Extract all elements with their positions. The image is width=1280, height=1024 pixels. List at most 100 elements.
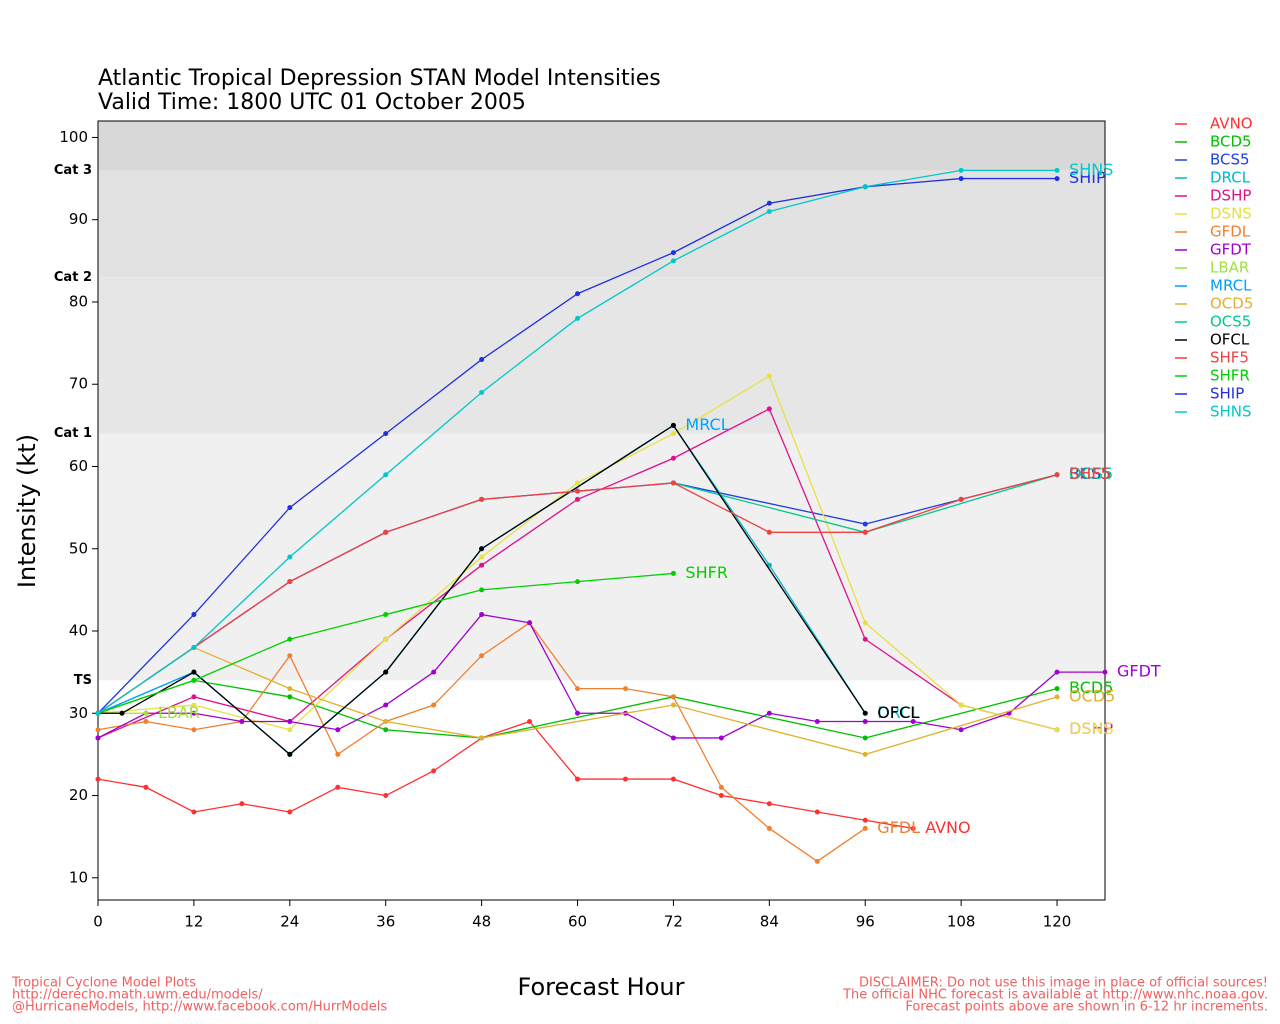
data-point	[431, 768, 437, 774]
data-point	[287, 727, 293, 733]
data-point	[575, 496, 581, 502]
series-end-label: GFDT	[1117, 662, 1161, 681]
legend-label: SHNS	[1210, 403, 1252, 421]
data-point	[670, 480, 676, 486]
data-point	[479, 389, 485, 395]
data-point	[575, 710, 581, 716]
series-end-label: LBAR	[158, 703, 200, 722]
data-point	[1054, 472, 1060, 478]
footer-left: Tropical Cyclone Model Plots	[11, 976, 196, 991]
data-point	[814, 718, 820, 724]
data-point	[479, 357, 485, 363]
category-label: TS	[74, 673, 92, 688]
y-tick-label: 60	[69, 457, 88, 475]
series-line	[97, 646, 1058, 756]
data-point	[670, 431, 676, 437]
category-label: Cat 1	[54, 426, 92, 441]
data-point	[383, 612, 389, 618]
data-point	[383, 529, 389, 535]
footer-left: http://derecho.math.uwm.edu/models/	[12, 988, 263, 1003]
data-point	[287, 751, 293, 757]
legend-label: OCD5	[1210, 295, 1253, 313]
data-point	[862, 825, 868, 831]
data-point	[95, 727, 101, 733]
data-point	[766, 208, 772, 214]
data-point	[527, 620, 533, 626]
legend-label: SHFR	[1210, 367, 1250, 385]
legend-label: OFCL	[1210, 331, 1250, 349]
series-end-label: SHNS	[1069, 160, 1113, 179]
footer-right: The official NHC forecast is available a…	[842, 988, 1268, 1003]
series-end-label: SHF5	[1069, 464, 1111, 483]
footer-left: @HurricaneModels, http://www.facebook.co…	[12, 1000, 387, 1015]
data-point	[191, 644, 197, 650]
y-tick-label: 80	[69, 292, 88, 310]
data-point	[191, 727, 197, 733]
x-tick-label: 120	[1043, 913, 1072, 931]
x-tick-label: 84	[760, 913, 779, 931]
data-point	[958, 176, 964, 182]
series-end-label: OCS5	[1069, 464, 1113, 483]
data-point	[479, 496, 485, 502]
data-point	[287, 718, 293, 724]
data-point	[383, 793, 389, 799]
series-end-label: SHFR	[685, 563, 728, 582]
data-point	[1054, 727, 1060, 733]
x-tick-label: 60	[568, 913, 587, 931]
data-point	[814, 809, 820, 815]
series-end-label: BCS5	[1069, 464, 1111, 483]
legend-label: AVNO	[1210, 115, 1253, 133]
series-line	[97, 720, 914, 830]
data-point	[1054, 167, 1060, 173]
data-point	[766, 200, 772, 206]
data-point	[766, 710, 772, 716]
data-point	[383, 431, 389, 437]
data-point	[383, 702, 389, 708]
data-point	[383, 718, 389, 724]
series-line	[98, 424, 866, 756]
data-point	[191, 669, 197, 675]
y-tick-label: 40	[69, 622, 88, 640]
x-tick-label: 72	[664, 913, 683, 931]
data-point	[718, 735, 724, 741]
data-point	[191, 612, 197, 618]
data-point	[239, 718, 245, 724]
data-point	[287, 579, 293, 585]
data-point	[670, 250, 676, 256]
legend-label: GFDL	[1210, 223, 1251, 241]
series-end-label: AVNO	[925, 818, 970, 837]
data-point	[718, 784, 724, 790]
series-end-label: SHIP	[1069, 168, 1106, 187]
data-point	[862, 710, 868, 716]
data-point	[431, 669, 437, 675]
series-end-label: OCD5	[1069, 686, 1115, 705]
data-point	[814, 858, 820, 864]
series-end-label: DSNS	[1069, 719, 1114, 738]
data-point	[862, 620, 868, 626]
series-line	[97, 613, 1105, 739]
y-tick-label: 50	[69, 539, 88, 557]
data-point	[670, 776, 676, 782]
y-tick-label: 90	[69, 210, 88, 228]
data-point	[862, 521, 868, 527]
data-point	[95, 735, 101, 741]
data-point	[622, 686, 628, 692]
data-point	[383, 636, 389, 642]
legend-label: BCD5	[1210, 133, 1252, 151]
x-axis-label: Forecast Hour	[518, 973, 685, 1001]
data-point	[766, 406, 772, 412]
category-label: Cat 3	[54, 163, 92, 178]
data-point	[191, 710, 197, 716]
series-end-label: BCD5	[1069, 678, 1113, 697]
x-tick-label: 24	[280, 913, 299, 931]
data-point	[1054, 176, 1060, 182]
data-point	[479, 587, 485, 593]
data-point	[862, 817, 868, 823]
data-point	[575, 579, 581, 585]
x-tick-label: 0	[93, 913, 103, 931]
data-point	[287, 809, 293, 815]
series-end-label: OFCL	[877, 703, 919, 722]
legend-label: OCS5	[1210, 313, 1251, 331]
series-end-label: DSHP	[1069, 719, 1114, 738]
